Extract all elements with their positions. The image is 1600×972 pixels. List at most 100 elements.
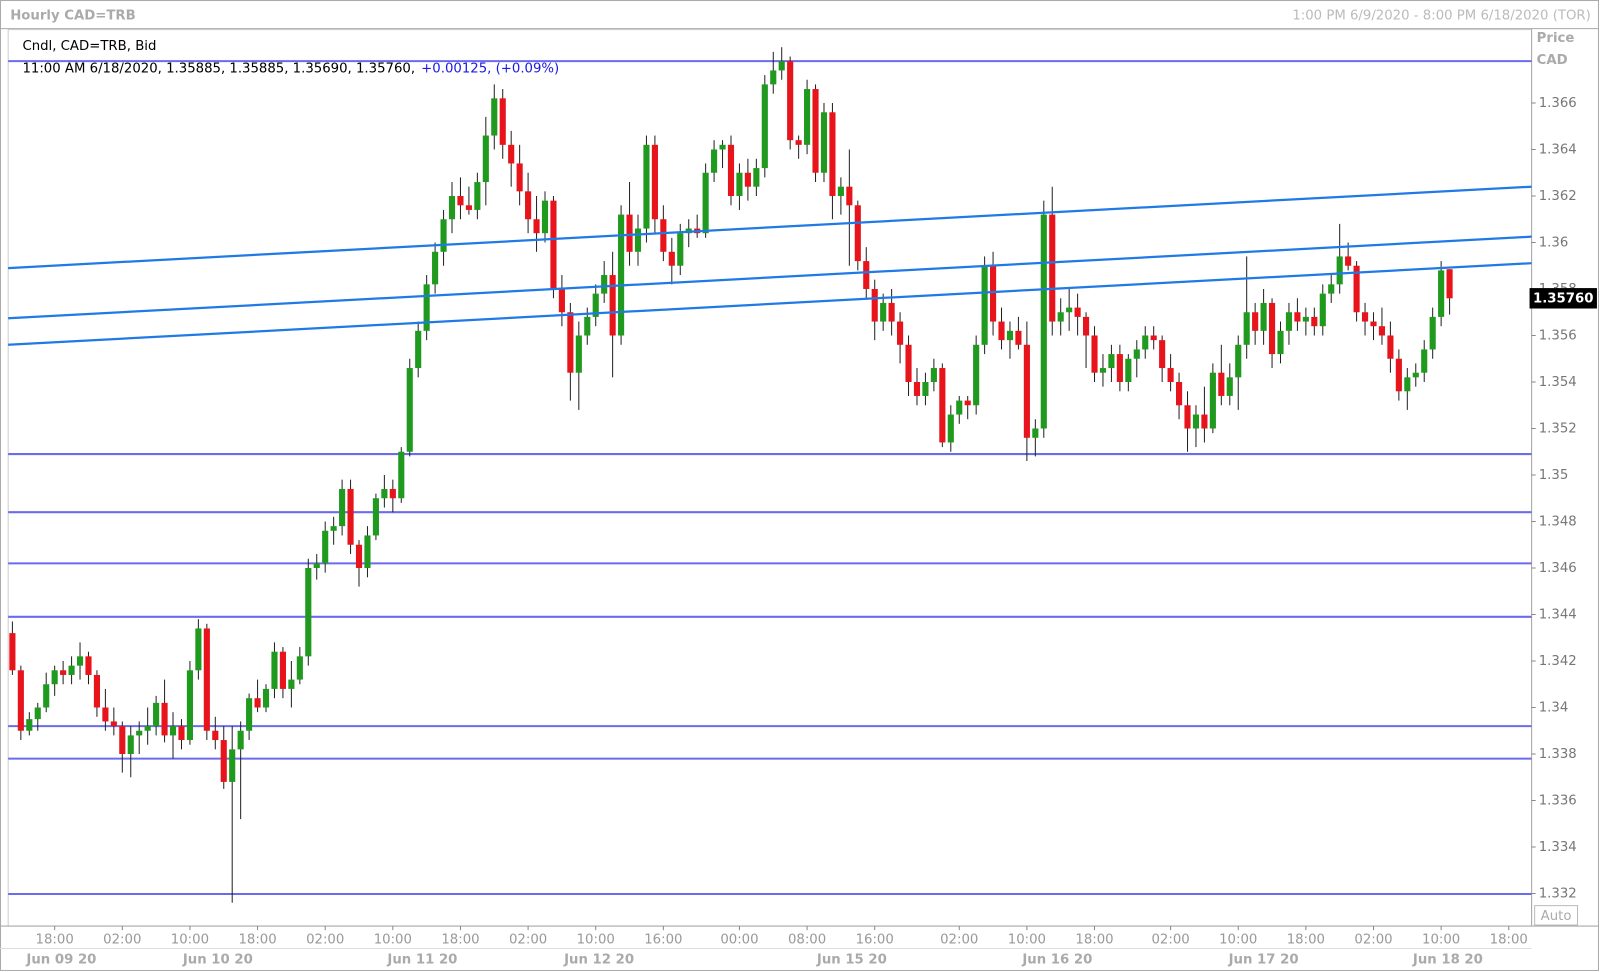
candle-body bbox=[1175, 381, 1183, 406]
candle-body bbox=[482, 135, 489, 183]
candle-body bbox=[1209, 372, 1216, 429]
candle-body bbox=[127, 735, 134, 755]
candle-body bbox=[1336, 256, 1343, 285]
x-tick-label: 02:00 bbox=[1354, 932, 1392, 947]
candle-body bbox=[465, 205, 472, 210]
candle-body bbox=[618, 214, 625, 336]
date-label: Jun 09 20 bbox=[25, 953, 96, 968]
date-label: Jun 11 20 bbox=[386, 953, 457, 968]
candle-body bbox=[161, 702, 168, 736]
candle-body bbox=[271, 651, 278, 689]
candle-body bbox=[1049, 214, 1056, 322]
candle-body bbox=[1142, 335, 1149, 350]
candle-body bbox=[770, 70, 777, 85]
candle-body bbox=[888, 302, 895, 322]
y-tick-label: 1.356 bbox=[1539, 328, 1577, 343]
candle-body bbox=[448, 195, 456, 220]
candle-body bbox=[43, 684, 50, 708]
candle-body bbox=[525, 191, 532, 220]
candle-body bbox=[1361, 312, 1369, 322]
candle-body bbox=[119, 726, 126, 755]
candle-body bbox=[499, 98, 506, 145]
y-tick-label: 1.34 bbox=[1539, 701, 1569, 716]
candle-body bbox=[1319, 293, 1326, 327]
candle-body bbox=[474, 182, 481, 210]
y-tick-label: 1.36 bbox=[1539, 235, 1569, 250]
x-tick-label: 18:00 bbox=[1075, 932, 1113, 947]
date-label: Jun 10 20 bbox=[182, 953, 253, 968]
candle-body bbox=[1226, 377, 1233, 396]
candle-body bbox=[736, 172, 743, 196]
plot-layer: 1.332 1.334 1.336 1.338 1.34 1.342 1.344 1.346 1… bbox=[8, 47, 1597, 968]
candle-body bbox=[1404, 377, 1411, 392]
candle-body bbox=[820, 112, 828, 173]
candle-body bbox=[1074, 307, 1081, 317]
candle-body bbox=[68, 665, 75, 675]
x-tick-label: 10:00 bbox=[1219, 932, 1257, 947]
candle-body bbox=[381, 488, 388, 499]
candle-body bbox=[744, 172, 751, 187]
candle-body bbox=[372, 498, 379, 536]
candle-body bbox=[440, 219, 447, 252]
x-tick-label: 18:00 bbox=[1287, 932, 1325, 947]
candle-body bbox=[787, 61, 794, 141]
candle-body bbox=[634, 228, 642, 252]
candle-body bbox=[1387, 335, 1394, 359]
candle-body bbox=[322, 530, 329, 564]
candle-body bbox=[347, 488, 354, 545]
candle-body bbox=[558, 288, 565, 313]
candle-body bbox=[220, 740, 227, 782]
x-tick-label: 02:00 bbox=[940, 932, 978, 947]
candle-body bbox=[1023, 344, 1030, 438]
candle-body bbox=[1446, 269, 1453, 299]
candle-body bbox=[1184, 405, 1191, 429]
candle-body bbox=[939, 368, 946, 443]
candle-body bbox=[567, 312, 574, 373]
candle-body bbox=[812, 89, 819, 173]
candle-body bbox=[930, 368, 937, 382]
candle-body bbox=[1421, 349, 1428, 373]
candle-body bbox=[305, 567, 312, 657]
candle-body bbox=[1201, 414, 1208, 429]
scale-mode[interactable]: Auto bbox=[1541, 909, 1572, 924]
candle-body bbox=[85, 656, 92, 675]
y-tick-label: 1.366 bbox=[1539, 96, 1577, 111]
candle-body bbox=[719, 144, 726, 150]
y-tick-label: 1.354 bbox=[1539, 375, 1577, 390]
candle-body bbox=[195, 628, 202, 671]
x-tick-label: 18:00 bbox=[441, 932, 479, 947]
candle-body bbox=[330, 526, 337, 531]
candle-body bbox=[550, 200, 557, 289]
legend-change: +0.00125, (+0.09%) bbox=[421, 61, 559, 76]
candle-body bbox=[1429, 316, 1436, 350]
candle-body bbox=[973, 344, 980, 406]
candle-body bbox=[1159, 340, 1166, 369]
candle-body bbox=[854, 205, 861, 262]
last-price-box bbox=[1529, 288, 1597, 309]
candle-body bbox=[1108, 354, 1115, 369]
candle-body bbox=[1040, 214, 1047, 429]
y-tick-label: 1.362 bbox=[1539, 189, 1577, 204]
candle-body bbox=[1438, 270, 1445, 317]
candle-body bbox=[1243, 312, 1250, 345]
candle-body bbox=[609, 275, 616, 336]
candle-body bbox=[93, 674, 100, 708]
candle-body bbox=[584, 316, 591, 336]
candle-body bbox=[846, 186, 853, 206]
candle-body bbox=[1218, 372, 1225, 396]
x-tick-label: 00:00 bbox=[720, 932, 758, 947]
candle-body bbox=[778, 61, 785, 71]
y-tick-label: 1.336 bbox=[1539, 794, 1577, 809]
candle-body bbox=[313, 563, 320, 568]
candle-body bbox=[795, 140, 802, 145]
candle-body bbox=[1006, 330, 1014, 341]
candle-body bbox=[660, 219, 667, 252]
scale-mode-button[interactable] bbox=[1534, 905, 1579, 926]
x-tick-label: 02:00 bbox=[1151, 932, 1189, 947]
candle-body bbox=[964, 400, 971, 406]
candle-body bbox=[339, 488, 346, 527]
candle-body bbox=[203, 628, 210, 731]
candle-body bbox=[922, 381, 929, 396]
x-tick-label: 10:00 bbox=[577, 932, 615, 947]
